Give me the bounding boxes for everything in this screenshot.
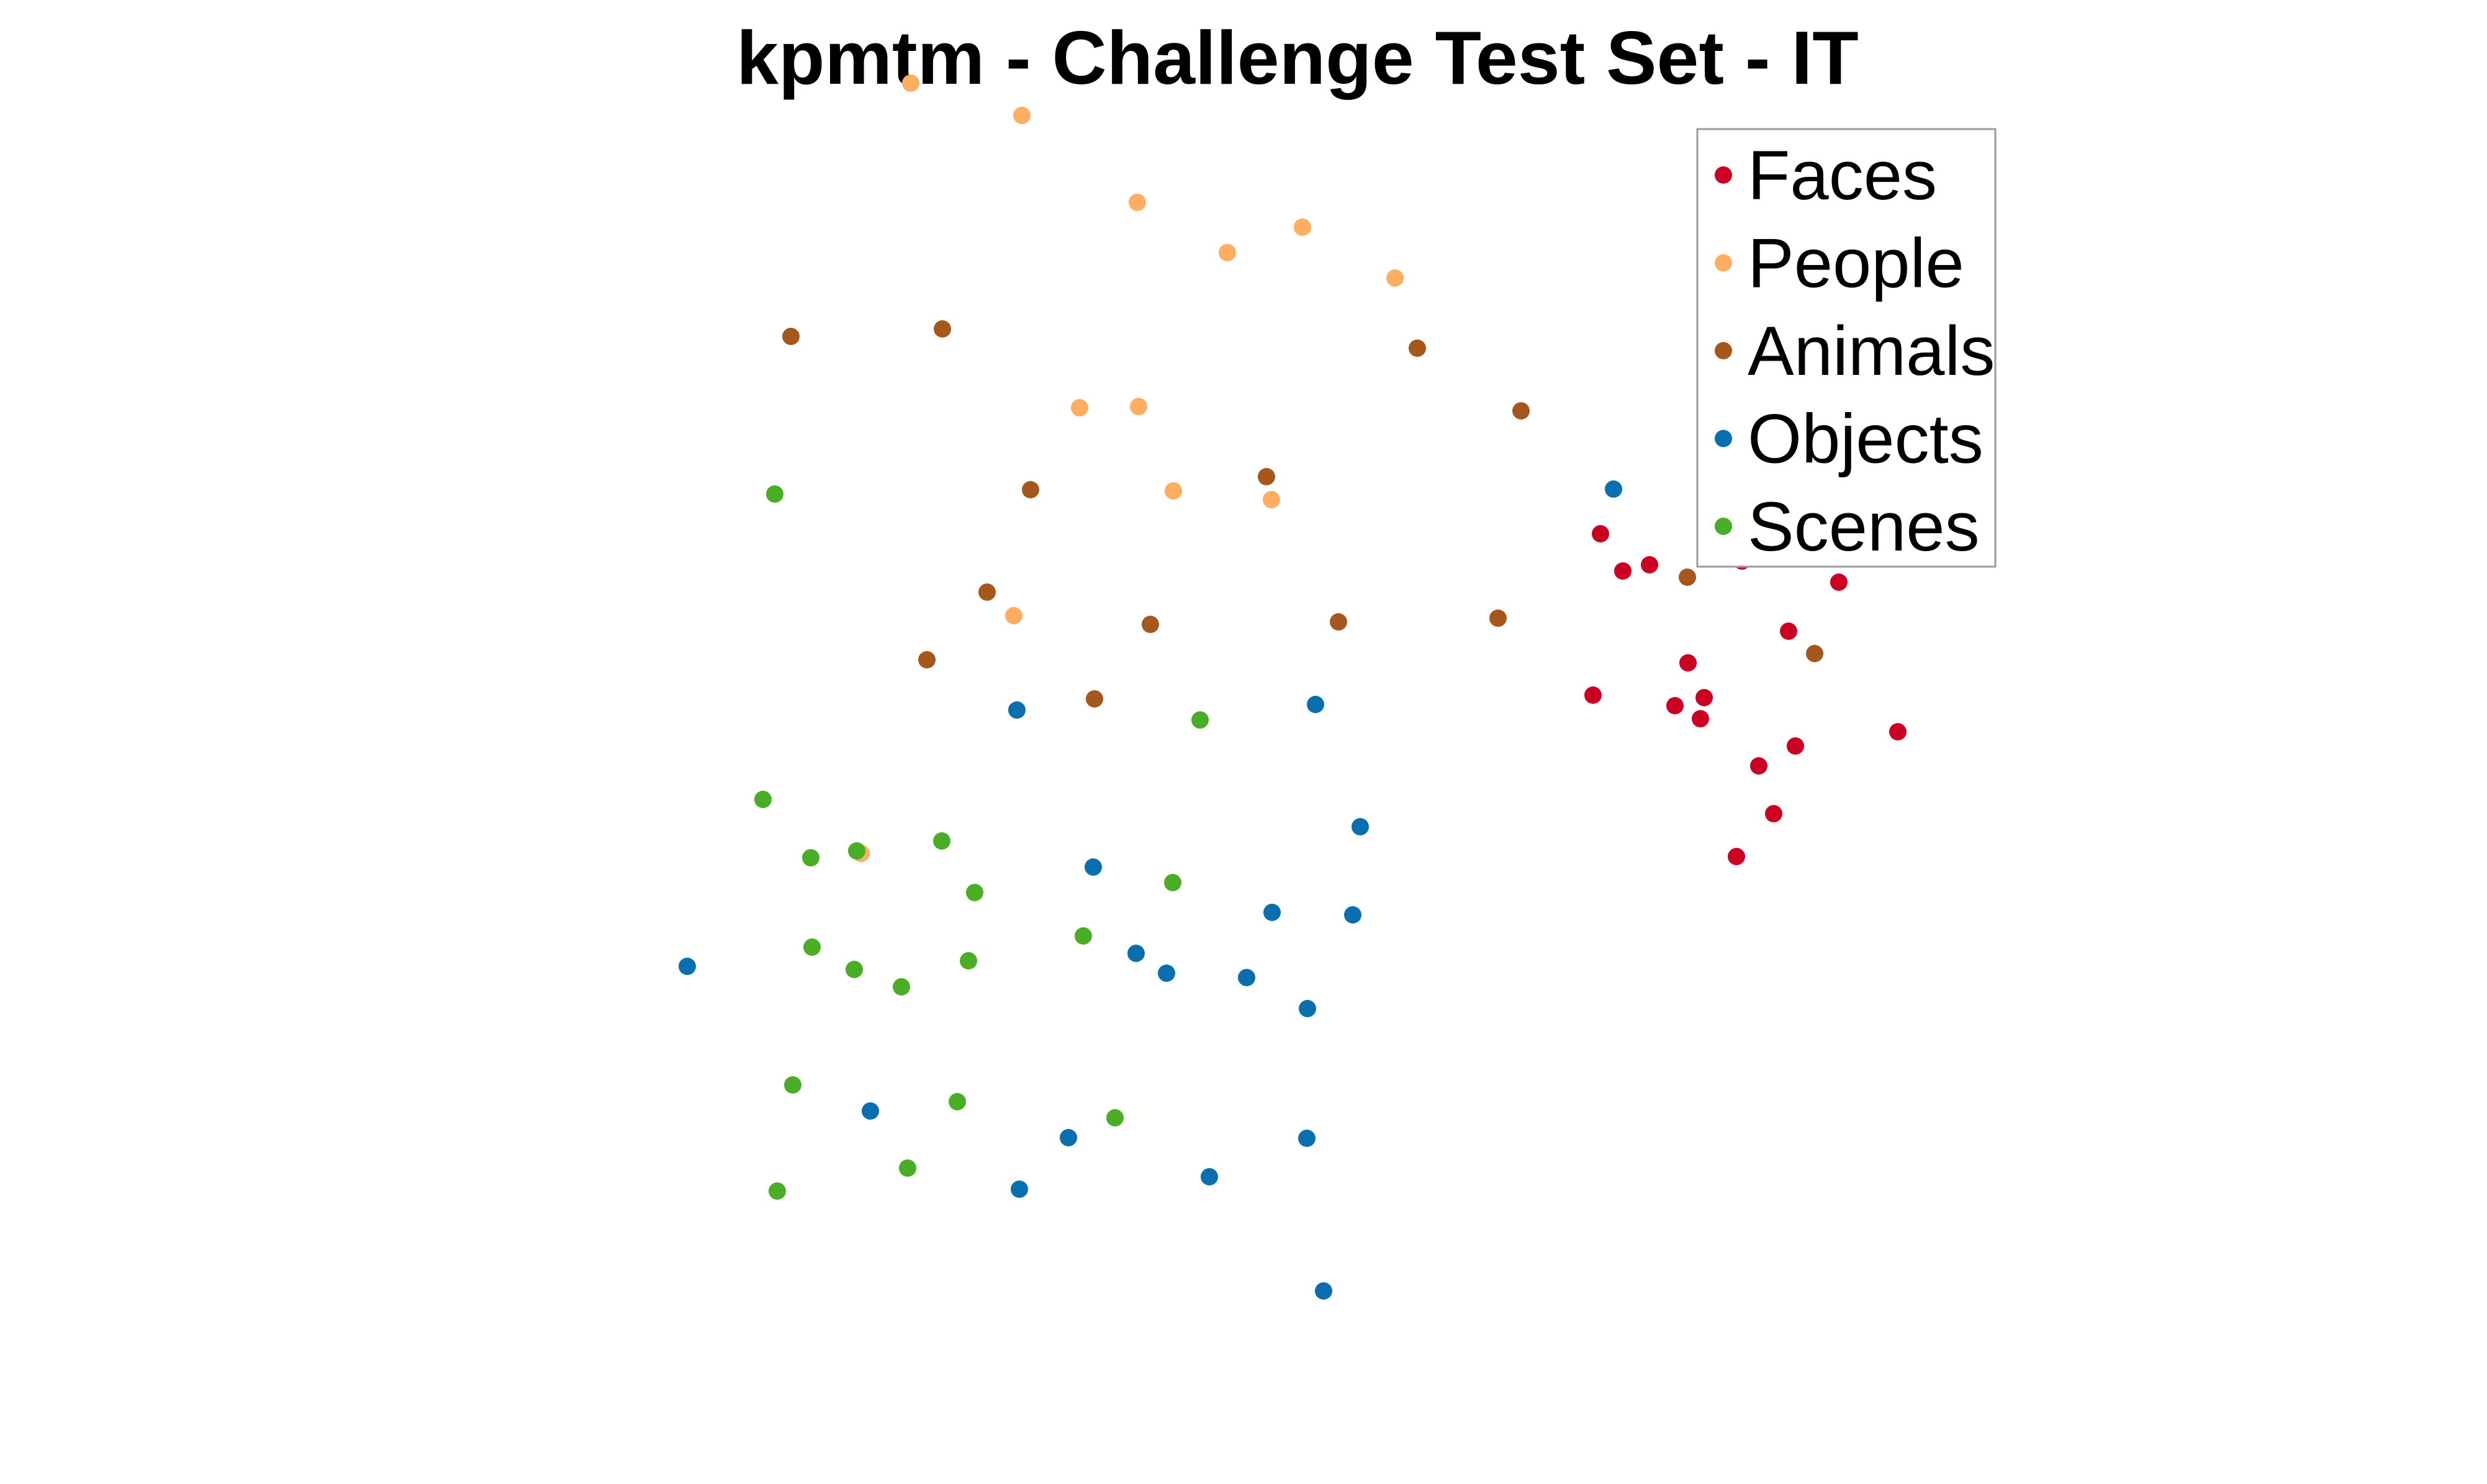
data-point-people-7: [1165, 482, 1182, 500]
series-people: [852, 74, 1404, 862]
data-point-faces-10: [1780, 623, 1797, 640]
data-point-scenes-9: [803, 938, 821, 956]
data-point-scenes-1: [1191, 711, 1209, 729]
chart-title: kpmtm - Challenge Test Set - IT: [736, 16, 1859, 100]
data-point-objects-5: [1263, 904, 1281, 921]
data-point-scenes-8: [1075, 927, 1092, 945]
data-point-objects-4: [1085, 858, 1102, 876]
data-point-people-8: [1263, 491, 1280, 508]
data-point-faces-2: [1750, 757, 1767, 775]
data-point-animals-8: [1489, 609, 1507, 627]
legend-marker-scenes: [1715, 518, 1732, 535]
data-point-scenes-3: [933, 832, 950, 850]
data-point-people-0: [1013, 107, 1031, 124]
data-point-scenes-15: [1106, 1109, 1124, 1126]
data-point-objects-10: [1238, 969, 1255, 986]
data-point-objects-15: [1201, 1168, 1218, 1185]
data-points: [679, 74, 1907, 1300]
data-point-people-5: [1071, 399, 1088, 416]
legend-marker-people: [1715, 254, 1732, 272]
data-point-animals-9: [1679, 569, 1696, 586]
data-point-people-1: [1129, 194, 1146, 211]
data-point-people-9: [1005, 607, 1022, 624]
data-point-animals-10: [1142, 616, 1159, 633]
data-point-scenes-17: [769, 1182, 786, 1200]
data-point-faces-11: [1830, 573, 1848, 591]
data-point-faces-8: [1584, 686, 1602, 704]
data-point-animals-4: [1022, 481, 1039, 498]
data-point-scenes-16: [899, 1159, 916, 1177]
data-point-animals-3: [1512, 402, 1530, 420]
data-point-scenes-5: [848, 842, 865, 860]
series-objects: [679, 480, 1622, 1300]
legend-marker-objects: [1715, 429, 1732, 447]
legend-label-scenes: Scenes: [1748, 488, 1980, 565]
data-point-objects-6: [1344, 906, 1361, 924]
data-point-objects-8: [1127, 945, 1145, 962]
data-point-animals-6: [978, 583, 996, 601]
data-point-animals-0: [782, 328, 800, 345]
series-faces: [1584, 525, 1907, 865]
data-point-objects-0: [1605, 480, 1622, 498]
data-point-people-11: [902, 74, 919, 92]
data-point-objects-11: [1299, 1000, 1316, 1017]
data-point-objects-12: [862, 1102, 879, 1120]
data-point-animals-5: [1258, 468, 1275, 485]
data-point-faces-9: [1679, 654, 1697, 672]
legend-marker-faces: [1715, 166, 1732, 184]
legend-marker-animals: [1715, 342, 1732, 359]
data-point-faces-5: [1692, 710, 1709, 727]
data-point-scenes-10: [960, 952, 977, 969]
data-point-scenes-13: [784, 1076, 801, 1094]
data-point-people-2: [1294, 218, 1311, 236]
data-point-objects-17: [1315, 1282, 1332, 1300]
data-point-objects-13: [1060, 1129, 1077, 1146]
data-point-scenes-4: [802, 849, 819, 866]
series-scenes: [754, 485, 1209, 1200]
legend-label-faces: Faces: [1748, 137, 1937, 214]
data-point-people-6: [1130, 398, 1147, 415]
data-point-faces-0: [1728, 848, 1745, 865]
data-point-animals-2: [1409, 340, 1426, 357]
data-point-scenes-2: [754, 791, 772, 808]
data-point-faces-7: [1695, 689, 1713, 706]
data-point-scenes-0: [766, 485, 783, 503]
data-point-faces-6: [1666, 697, 1684, 714]
data-point-objects-9: [1158, 965, 1175, 982]
data-point-faces-15: [1592, 525, 1609, 542]
data-point-people-3: [1219, 244, 1236, 261]
legend-label-objects: Objects: [1748, 400, 1984, 478]
data-point-faces-12: [1614, 562, 1632, 580]
data-point-objects-14: [1011, 1180, 1028, 1198]
chart-legend: Faces People Animals Objects Scenes: [1696, 128, 1997, 568]
data-point-animals-13: [1086, 690, 1103, 708]
data-point-faces-4: [1787, 737, 1804, 755]
data-point-objects-7: [679, 958, 696, 975]
data-point-objects-16: [1298, 1130, 1316, 1147]
data-point-animals-12: [1806, 645, 1823, 662]
data-point-scenes-11: [846, 961, 863, 978]
data-point-scenes-6: [966, 884, 983, 901]
data-point-people-4: [1386, 269, 1404, 287]
data-point-animals-11: [918, 651, 936, 668]
data-point-objects-1: [1008, 701, 1026, 719]
legend-label-animals: Animals: [1748, 312, 1995, 390]
data-point-objects-3: [1352, 818, 1369, 835]
data-point-animals-7: [1330, 613, 1347, 631]
data-point-faces-13: [1641, 556, 1658, 573]
legend-box: [1696, 128, 1997, 568]
data-point-faces-3: [1889, 723, 1907, 740]
data-point-animals-1: [934, 320, 951, 338]
legend-label-people: People: [1748, 225, 1964, 302]
data-point-scenes-7: [1164, 874, 1181, 891]
data-point-objects-2: [1307, 696, 1324, 713]
data-point-scenes-14: [949, 1093, 966, 1110]
series-animals: [782, 320, 1823, 708]
data-point-scenes-12: [893, 978, 910, 996]
data-point-faces-1: [1765, 805, 1782, 822]
